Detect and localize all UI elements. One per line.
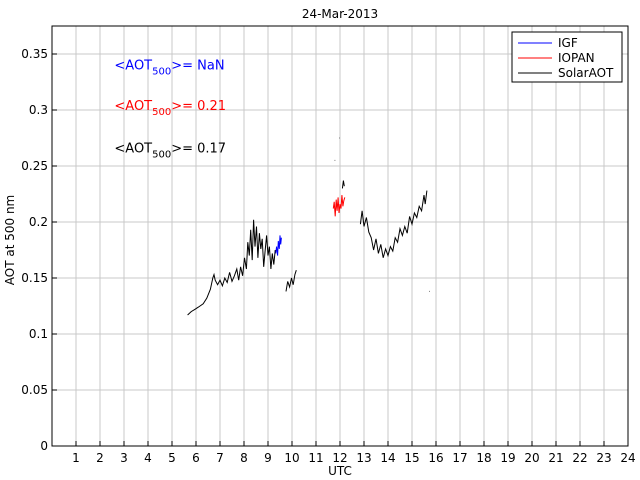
series-line-solaraot bbox=[285, 270, 297, 292]
series-line-solaraot bbox=[359, 190, 428, 258]
tick-labels: 1 2 3 4 5 6 7 8 9 10 11 12 13 14 15 16 17 18 19 20 21 22 23 240… bbox=[21, 47, 635, 465]
mean-aot-annotation-igf: <AOT500>= NaN bbox=[114, 59, 224, 78]
legend-entry-iopan: IOPAN bbox=[558, 51, 595, 65]
y-tick-label: 0.25 bbox=[21, 159, 48, 173]
y-tick-label: 0.1 bbox=[29, 327, 48, 341]
x-tick-label: 8 bbox=[240, 451, 248, 465]
x-tick-label: 23 bbox=[596, 451, 611, 465]
y-tick-label: 0.15 bbox=[21, 271, 48, 285]
x-tick-label: 24 bbox=[620, 451, 635, 465]
x-tick-label: 11 bbox=[308, 451, 323, 465]
y-axis-label: AOT at 500 nm bbox=[3, 195, 17, 285]
x-tick-label: 13 bbox=[356, 451, 371, 465]
series-line-igf bbox=[275, 235, 282, 256]
y-tick-label: 0.3 bbox=[29, 103, 48, 117]
x-tick-label: 7 bbox=[216, 451, 224, 465]
legend-entry-igf: IGF bbox=[558, 36, 578, 50]
y-tick-label: 0.2 bbox=[29, 215, 48, 229]
chart-title: 24-Mar-2013 bbox=[302, 7, 378, 21]
x-tick-label: 22 bbox=[572, 451, 587, 465]
annotations: <AOT500>= NaN <AOT500>= 0.21 <AOT500>= 0.1… bbox=[114, 59, 226, 161]
x-tick-label: 5 bbox=[168, 451, 176, 465]
x-tick-label: 2 bbox=[96, 451, 104, 465]
x-tick-label: 18 bbox=[476, 451, 491, 465]
mean-aot-annotation-solaraot: <AOT500>= 0.17 bbox=[114, 142, 226, 161]
x-tick-label: 9 bbox=[264, 451, 272, 465]
mean-aot-annotation-iopan: <AOT500>= 0.21 bbox=[114, 99, 226, 118]
series-layer bbox=[187, 137, 430, 316]
y-tick-label: 0.05 bbox=[21, 383, 48, 397]
x-tick-label: 12 bbox=[332, 451, 347, 465]
x-tick-label: 1 bbox=[72, 451, 80, 465]
series-line-solaraot bbox=[187, 219, 276, 316]
x-tick-label: 15 bbox=[404, 451, 419, 465]
x-axis-label: UTC bbox=[328, 464, 352, 478]
series-line-iopan bbox=[332, 195, 346, 217]
legend-entry-solaraot: SolarAOT bbox=[558, 66, 614, 80]
series-line-solaraot bbox=[341, 180, 345, 189]
x-tick-label: 4 bbox=[144, 451, 152, 465]
x-tick-label: 20 bbox=[524, 451, 539, 465]
x-tick-label: 3 bbox=[120, 451, 128, 465]
x-tick-label: 17 bbox=[452, 451, 467, 465]
x-tick-label: 10 bbox=[284, 451, 299, 465]
x-tick-label: 6 bbox=[192, 451, 200, 465]
x-tick-label: 16 bbox=[428, 451, 443, 465]
x-tick-label: 19 bbox=[500, 451, 515, 465]
grid bbox=[52, 26, 629, 447]
x-tick-label: 21 bbox=[548, 451, 563, 465]
y-tick-label: 0 bbox=[40, 439, 48, 453]
legend-box bbox=[511, 31, 623, 83]
x-tick-label: 14 bbox=[380, 451, 395, 465]
y-tick-label: 0.35 bbox=[21, 47, 48, 61]
